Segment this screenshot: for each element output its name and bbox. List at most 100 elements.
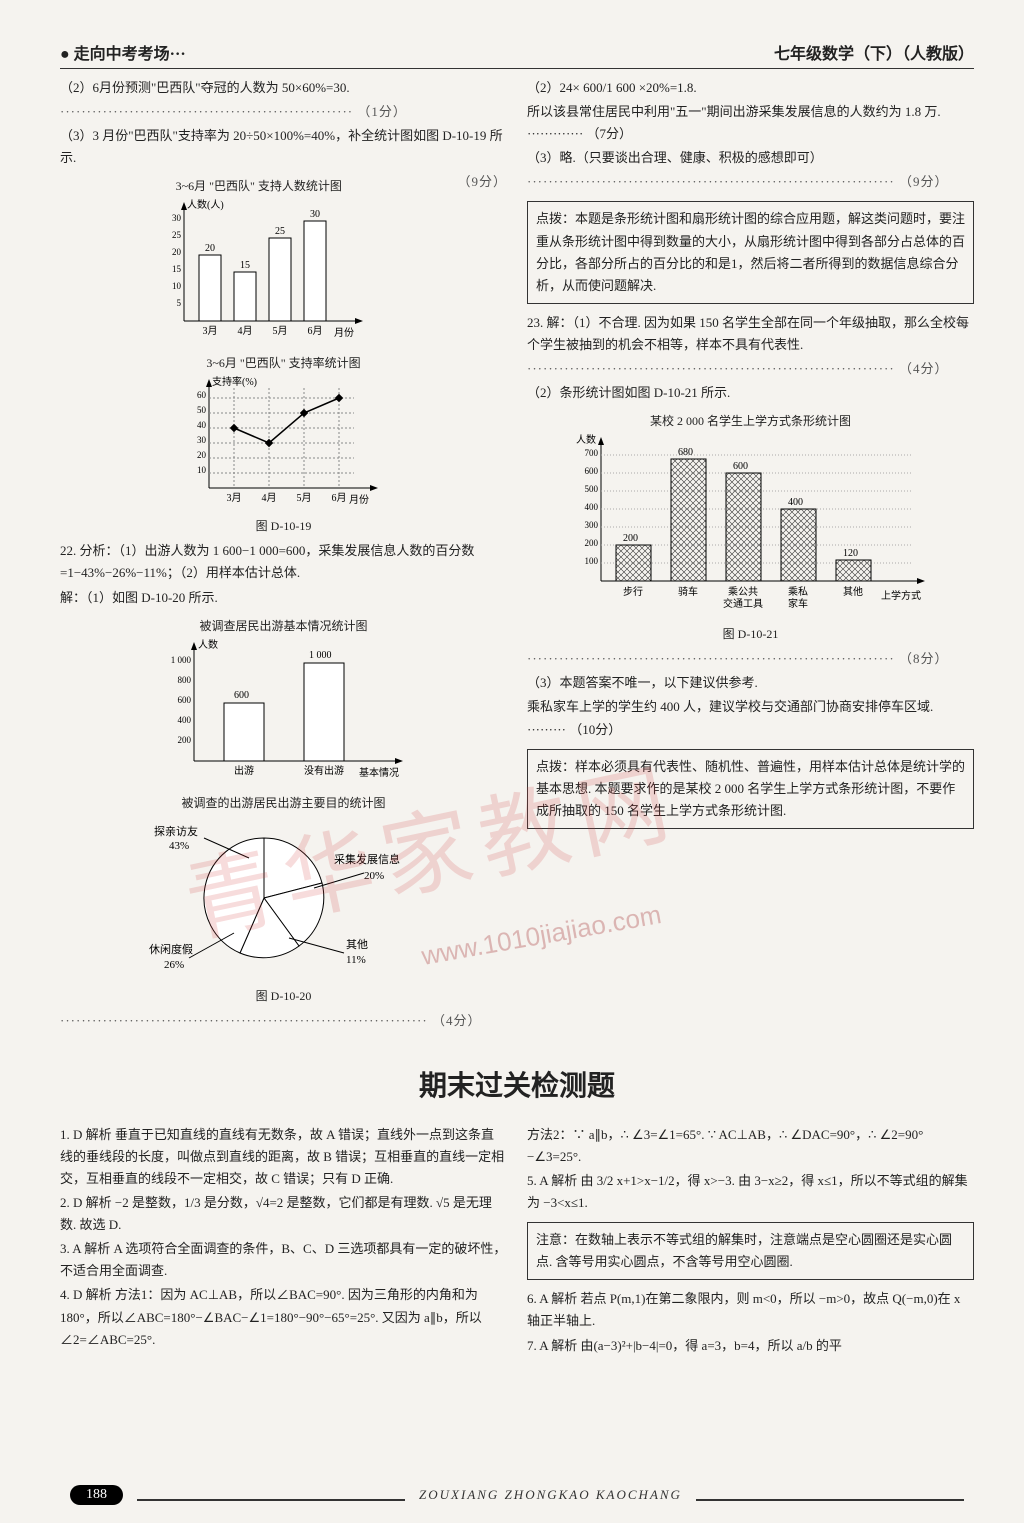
svg-text:休闲度假: 休闲度假 (149, 942, 193, 956)
svg-text:月份: 月份 (349, 494, 369, 506)
svg-text:家车: 家车 (788, 597, 808, 610)
chart-title: 被调查居民出游基本情况统计图 (199, 617, 367, 634)
svg-text:26%: 26% (164, 959, 184, 971)
chart-title: 3~6月 "巴西队" 支持人数统计图 (176, 177, 342, 194)
text-line: 23. 解：（1）不合理. 因为如果 150 名学生全部在同一个年级抽取，那么全… (527, 312, 974, 356)
svg-text:30: 30 (310, 209, 320, 220)
svg-text:30: 30 (197, 435, 207, 445)
svg-text:50: 50 (197, 405, 207, 415)
svg-text:600: 600 (177, 695, 191, 705)
svg-text:步行: 步行 (623, 585, 643, 598)
page-number: 188 (70, 1485, 123, 1505)
svg-text:120: 120 (843, 548, 858, 559)
svg-text:交通工具: 交通工具 (723, 597, 763, 610)
text-line: （2）6月份预测"巴西队"夺冠的人数为 50×60%=30. (60, 77, 507, 99)
svg-text:20%: 20% (364, 870, 384, 882)
svg-text:出游: 出游 (234, 764, 254, 777)
svg-text:100: 100 (584, 556, 598, 566)
score-line: ········································… (527, 358, 974, 380)
footer-pinyin: ZOUXIANG ZHONGKAO KAOCHANG (419, 1487, 682, 1503)
svg-text:10: 10 (197, 465, 207, 475)
answers-left: 1. D 解析 垂直于已知直线的直线有无数条，故 A 错误；直线外一点到这条直线… (60, 1124, 507, 1359)
text-line: （3）3 月份"巴西队"支持率为 20÷50×100%=40%，补全统计图如图 … (60, 125, 507, 169)
answer-line: 3. A 解析 A 选项符合全面调查的条件，B、C、D 三选项都具有一定的破坏性… (60, 1238, 507, 1282)
svg-text:600: 600 (234, 690, 249, 701)
svg-text:400: 400 (177, 715, 191, 725)
line-chart-1: 3~6月 "巴西队" 支持率统计图 支持率(%) 月份 10 20 30 40 50 6… (60, 350, 507, 536)
score-line: ········································… (60, 1010, 507, 1032)
svg-text:5: 5 (176, 298, 181, 308)
svg-text:骑车: 骑车 (678, 585, 698, 598)
text-line: （2）条形统计图如图 D-10-21 所示. (527, 382, 974, 404)
bar-chart-3: 某校 2 000 名学生上学方式条形统计图 人数 上学方式 100200300 … (527, 408, 974, 644)
note-box: 注意：在数轴上表示不等式组的解集时，注意端点是空心圆圈还是实心圆点. 含等号用实… (527, 1222, 974, 1280)
answer-line: 6. A 解析 若点 P(m,1)在第二象限内，则 m<0，所以 −m>0，故点… (527, 1288, 974, 1332)
chart-title: 3~6月 "巴西队" 支持率统计图 (206, 354, 360, 371)
right-column: （2）24× 600/1 600 ×20%=1.8. 所以该县常住居民中利用"五… (527, 77, 974, 1034)
score-line: ········································… (60, 101, 507, 123)
svg-text:600: 600 (584, 466, 598, 476)
text-line: （3）略.（只要谈出合理、健康、积极的感想即可） (527, 147, 974, 169)
score: （4分） (432, 1013, 482, 1028)
svg-text:700: 700 (584, 448, 598, 458)
svg-text:人数(人): 人数(人) (187, 198, 224, 211)
answer-line: 7. A 解析 由(a−3)²+|b−4|=0，得 a=3，b=4，所以 a/b… (527, 1335, 974, 1357)
svg-text:200: 200 (623, 533, 638, 544)
chart-title: 某校 2 000 名学生上学方式条形统计图 (650, 412, 851, 429)
svg-text:采集发展信息: 采集发展信息 (334, 852, 400, 866)
chart-title: 被调查的出游居民出游主要目的统计图 (181, 794, 385, 811)
svg-text:15: 15 (172, 264, 182, 274)
svg-text:5月: 5月 (272, 325, 287, 337)
score: （9分） (899, 174, 949, 189)
svg-text:3月: 3月 (226, 492, 241, 504)
bar-chart-svg: 人数 基本情况 200400600 8001 000 600 1 000 出游没… (154, 636, 414, 786)
svg-text:60: 60 (197, 390, 207, 400)
bar-chart-svg: 人数(人) 月份 51015 202530 20 15 25 30 3月4月5月… (149, 196, 369, 346)
answer-line: 4. D 解析 方法1：因为 AC⊥AB，所以∠BAC=90°. 因为三角形的内… (60, 1284, 507, 1350)
text-line: 所以该县常住居民中利用"五一"期间出游采集发展信息的人数约为 1.8 万. ··… (527, 101, 974, 145)
svg-text:1 000: 1 000 (309, 650, 332, 661)
left-column: （2）6月份预测"巴西队"夺冠的人数为 50×60%=30. ·········… (60, 77, 507, 1034)
bar-chart-svg: 人数 上学方式 100200300 400500600700 200 680 6… (561, 431, 941, 621)
svg-text:25: 25 (172, 230, 182, 240)
svg-text:400: 400 (584, 502, 598, 512)
svg-text:乘公共: 乘公共 (728, 586, 758, 598)
svg-text:680: 680 (678, 447, 693, 458)
figure-label: 图 D-10-19 (256, 517, 312, 534)
svg-text:20: 20 (172, 247, 182, 257)
svg-text:支持率(%): 支持率(%) (212, 375, 257, 388)
svg-text:800: 800 (177, 675, 191, 685)
svg-text:6月: 6月 (307, 325, 322, 337)
tip-box: 点拨：本题是条形统计图和扇形统计图的综合应用题，解这类问题时，要注重从条形统计图… (527, 201, 974, 303)
score: （8分） (899, 651, 949, 666)
bar-chart-2: 被调查居民出游基本情况统计图 人数 基本情况 200400600 8001 00… (60, 613, 507, 786)
svg-text:30: 30 (172, 213, 182, 223)
svg-text:乘私: 乘私 (788, 586, 808, 598)
figure-label: 图 D-10-21 (723, 625, 779, 642)
answer-line: 1. D 解析 垂直于已知直线的直线有无数条，故 A 错误；直线外一点到这条直线… (60, 1124, 507, 1190)
svg-text:20: 20 (205, 243, 215, 254)
svg-text:3月: 3月 (202, 325, 217, 337)
svg-text:15: 15 (240, 260, 250, 271)
svg-text:10: 10 (172, 281, 182, 291)
svg-text:6月: 6月 (331, 492, 346, 504)
svg-text:人数: 人数 (198, 638, 218, 651)
svg-text:25: 25 (275, 226, 285, 237)
svg-text:20: 20 (197, 450, 207, 460)
header-left: 走向中考考场··· (60, 40, 186, 64)
svg-text:没有出游: 没有出游 (304, 764, 344, 777)
page-footer: 188 ZOUXIANG ZHONGKAO KAOCHANG (70, 1485, 964, 1505)
svg-text:600: 600 (733, 461, 748, 472)
svg-text:4月: 4月 (237, 325, 252, 337)
svg-text:1 000: 1 000 (170, 655, 191, 665)
score: （10分） (569, 722, 621, 737)
bar-chart-1: 3~6月 "巴西队" 支持人数统计图 人数(人) 月份 51015 202530… (60, 173, 457, 346)
svg-text:400: 400 (788, 497, 803, 508)
svg-text:5月: 5月 (296, 492, 311, 504)
section-title: 期末过关检测题 (60, 1064, 974, 1104)
svg-text:40: 40 (197, 420, 207, 430)
svg-text:4月: 4月 (261, 492, 276, 504)
svg-text:200: 200 (177, 735, 191, 745)
score: （1分） (357, 104, 407, 119)
score-line: ········································… (527, 171, 974, 193)
